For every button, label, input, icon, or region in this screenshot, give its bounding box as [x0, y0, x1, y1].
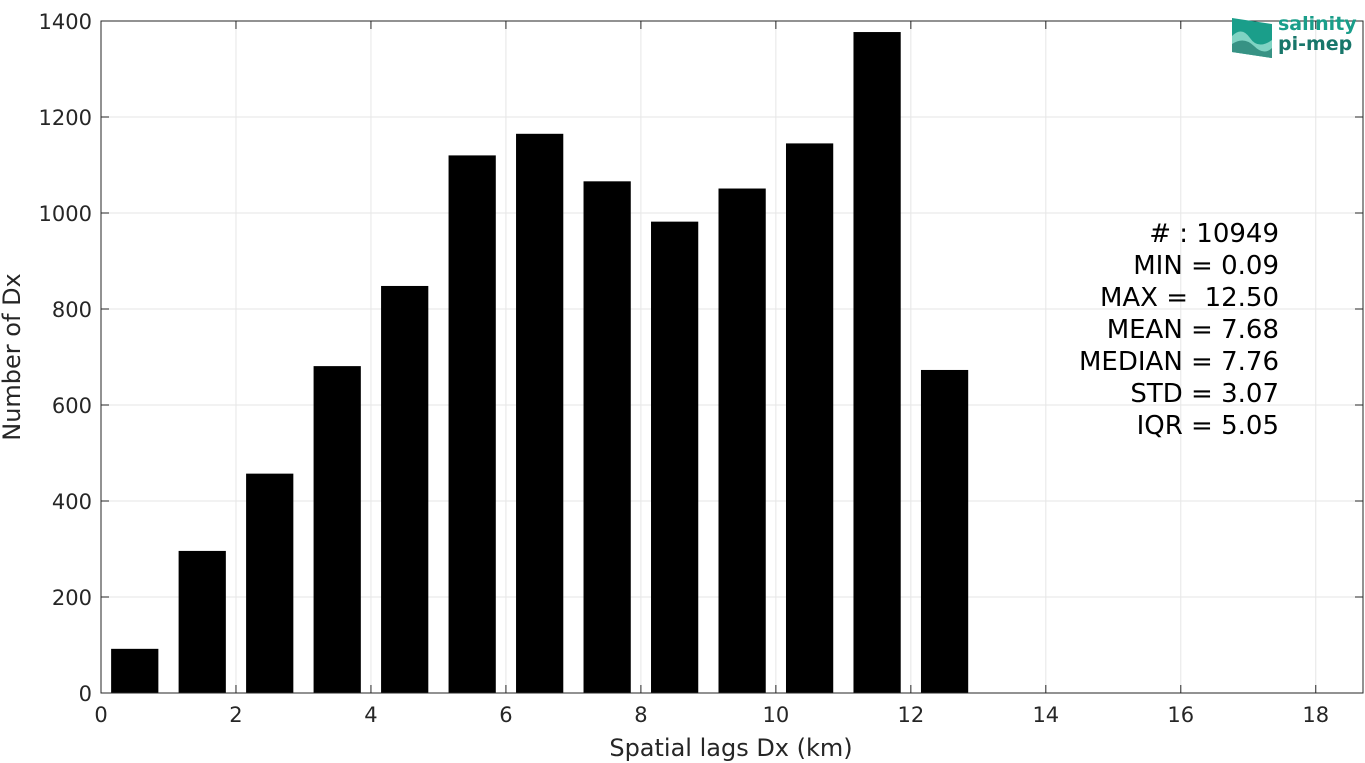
y-tick-label: 400: [52, 490, 92, 514]
x-tick-label: 14: [1032, 703, 1059, 727]
y-tick-label: 0: [79, 682, 92, 706]
stat-mean: MEAN = 7.68: [1106, 315, 1279, 345]
x-tick-label: 4: [364, 703, 377, 727]
y-tick-label: 1000: [39, 202, 92, 226]
bar: [448, 155, 496, 693]
y-tick-label: 800: [52, 298, 92, 322]
logo-line-1: salinity: [1278, 13, 1357, 35]
logo-line-2: pi-mep: [1278, 33, 1353, 55]
bar: [313, 366, 361, 693]
statistics-box: # : 10949 MIN = 0.09 MAX = 12.50 MEAN = …: [1079, 218, 1279, 442]
stat-count: # : 10949: [1149, 219, 1279, 249]
bar: [853, 32, 901, 694]
stat-max: MAX = 12.50: [1099, 283, 1279, 313]
bar: [920, 369, 969, 693]
x-tick-label: 16: [1167, 703, 1194, 727]
axes-frame: [100, 20, 1364, 694]
salinity-pimep-logo: salinity pi-mep: [1228, 14, 1358, 62]
stat-std: STD = 3.07: [1130, 379, 1279, 409]
bar: [583, 181, 631, 693]
bar: [516, 133, 564, 694]
x-tick-label: 6: [499, 703, 512, 727]
bar: [246, 473, 294, 693]
stat-iqr: IQR = 5.05: [1136, 411, 1279, 441]
bar: [785, 143, 834, 693]
x-tick-label: 0: [94, 703, 107, 727]
wave-logo-icon: [1232, 18, 1272, 58]
y-tick-label: 200: [52, 586, 92, 610]
x-tick-label: 10: [762, 703, 789, 727]
y-tick-label: 1200: [39, 106, 92, 130]
x-tick-label: 12: [897, 703, 924, 727]
bar: [111, 648, 159, 693]
y-axis-label: Number of Dx: [0, 273, 26, 440]
y-tick-label: 600: [52, 394, 92, 418]
x-tick-label: 8: [634, 703, 647, 727]
bar: [381, 285, 429, 693]
stat-min: MIN = 0.09: [1133, 251, 1279, 281]
stat-median: MEDIAN = 7.76: [1079, 347, 1279, 377]
bar: [178, 550, 226, 693]
x-tick-label: 2: [229, 703, 242, 727]
x-axis-label: Spatial lags Dx (km): [609, 734, 852, 762]
bar: [718, 188, 766, 693]
bar: [651, 221, 699, 693]
y-tick-label: 1400: [39, 10, 92, 34]
x-tick-label: 18: [1302, 703, 1329, 727]
